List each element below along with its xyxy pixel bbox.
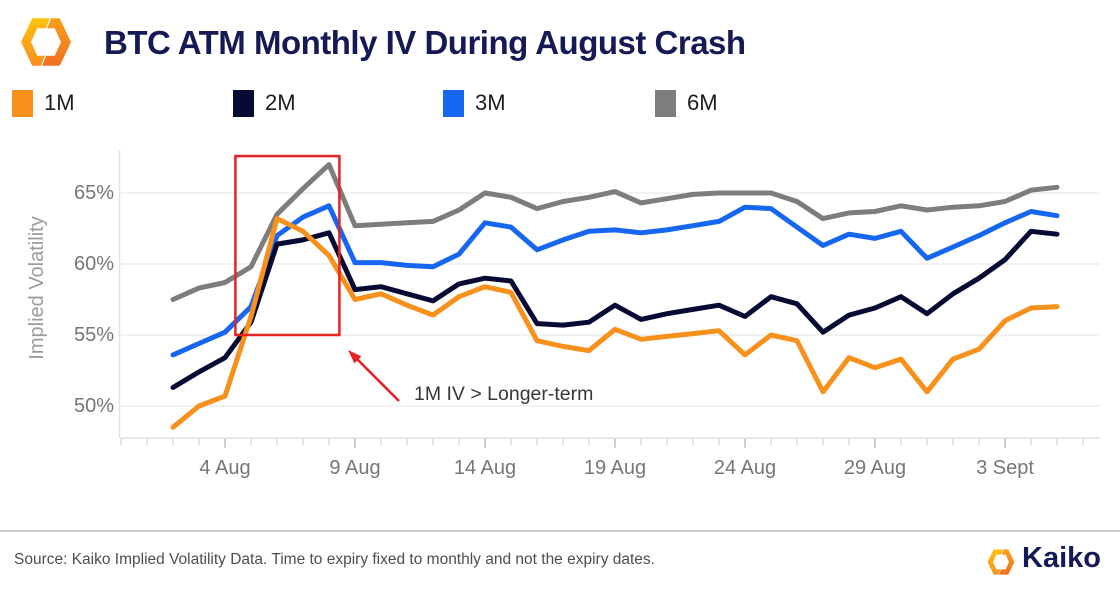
annotation-arrow-line xyxy=(355,357,400,402)
series-line-2m xyxy=(170,228,1060,390)
legend-item-1m: 1M xyxy=(12,89,75,117)
x-axis-tick-label: 3 Sept xyxy=(976,457,1034,479)
plot-layer xyxy=(118,150,1100,448)
legend-item-2m: 2M xyxy=(233,89,296,117)
kaiko-footer-logo-icon xyxy=(987,549,1015,575)
legend-label: 3M xyxy=(475,90,506,115)
series-line-3m xyxy=(170,203,1060,358)
series-line-6m xyxy=(170,162,1060,302)
y-axis-tick-label: 50% xyxy=(73,395,114,417)
legend-swatch-icon xyxy=(655,89,676,117)
legend-swatch-icon xyxy=(443,89,464,117)
y-axis-tick-label: 65% xyxy=(73,182,114,204)
x-axis-tick-label: 14 Aug xyxy=(453,457,517,479)
x-axis-tick-label: 19 Aug xyxy=(583,457,647,479)
x-axis-tick-label: 24 Aug xyxy=(713,457,777,479)
footer-divider xyxy=(0,530,1120,532)
annotation-layer xyxy=(348,350,400,402)
highlight-box xyxy=(234,154,341,337)
x-axis-tick-label: 9 Aug xyxy=(329,457,381,479)
x-axis-tick-label: 4 Aug xyxy=(199,457,251,479)
legend-swatch-icon xyxy=(12,89,33,117)
legend-label: 2M xyxy=(265,90,296,115)
kaiko-logo-icon xyxy=(21,18,71,66)
source-note: Source: Kaiko Implied Volatility Data. T… xyxy=(14,551,655,568)
y-axis-title: Implied Volatility xyxy=(26,216,48,360)
legend-item-3m: 3M xyxy=(443,89,506,117)
annotation-label: 1M IV > Longer-term xyxy=(414,383,594,405)
series-line-1m xyxy=(170,216,1060,430)
kaiko-wordmark: Kaiko xyxy=(1022,542,1101,574)
y-axis-tick-label: 60% xyxy=(73,253,114,275)
legend-item-6m: 6M xyxy=(655,89,718,117)
page-title: BTC ATM Monthly IV During August Crash xyxy=(104,24,746,61)
legend-label: 6M xyxy=(687,90,718,115)
legend-label: 1M xyxy=(44,90,75,115)
x-axis-tick-label: 29 Aug xyxy=(843,457,907,479)
y-axis-tick-label: 55% xyxy=(73,324,114,346)
annotation-arrow-head xyxy=(348,350,362,364)
legend-swatch-icon xyxy=(233,89,254,117)
